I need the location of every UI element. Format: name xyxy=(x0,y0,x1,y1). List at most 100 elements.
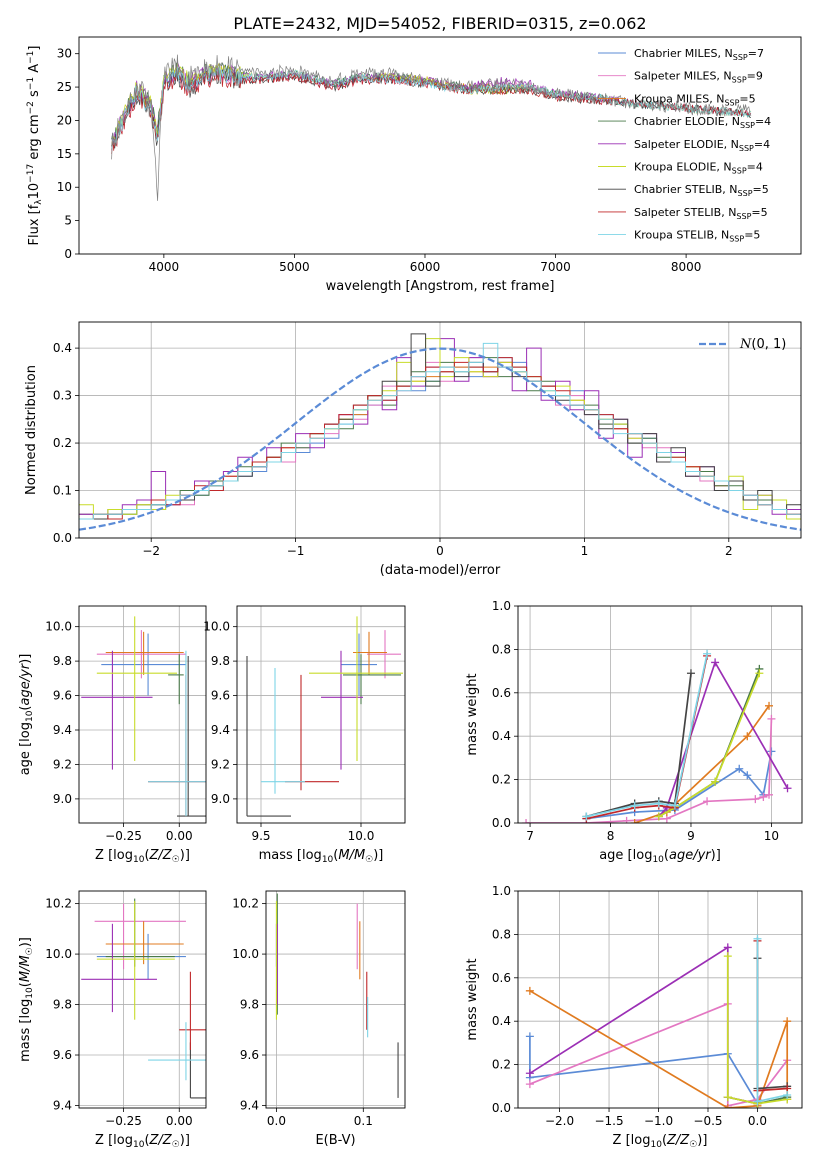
legend-text: Kroupa MILES, N xyxy=(634,92,724,105)
plot-area xyxy=(525,934,792,1108)
legend-subscript: SSP xyxy=(729,235,744,244)
legend-symbol: N xyxy=(739,337,752,352)
plot-area xyxy=(275,893,399,1098)
axes-frame xyxy=(517,605,803,824)
legend-subscript: SSP xyxy=(724,98,739,107)
y-axis-label: mass weight xyxy=(465,958,480,1040)
y-tick-label: 9.8 xyxy=(53,654,72,668)
panel-age_vs_mass: 9.5 10.0 9.0 9.2 9.4 9.6 9.8 10.0 mass [log10(M/… xyxy=(203,605,406,865)
x-tick-label: 8000 xyxy=(671,260,702,274)
axes-frame xyxy=(78,605,207,824)
data-point xyxy=(654,812,663,821)
spectrum-line xyxy=(111,66,752,150)
legend-tail: =7 xyxy=(748,47,764,60)
plot-area xyxy=(81,616,206,817)
y-tick-label: 20 xyxy=(57,113,72,127)
data-point xyxy=(767,714,776,723)
x-tick-label: −1.0 xyxy=(644,1114,673,1128)
data-point xyxy=(525,1032,534,1041)
mass-weight-line xyxy=(586,673,692,818)
panel-mass_weight_vs_age: 7 8 9 10 0.0 0.2 0.4 0.6 0.8 1.0 age [log10(age/yr… xyxy=(465,599,803,865)
y-axis-label: age [log10(age/yr)] xyxy=(18,654,35,776)
y-tick-label: 0.4 xyxy=(53,341,72,355)
y-axis-label: mass weight xyxy=(465,673,480,755)
y-tick-label: 10.0 xyxy=(45,620,72,634)
y-tick-label: 9.8 xyxy=(240,998,259,1012)
y-tick-label: 9.4 xyxy=(53,1098,72,1112)
mass-weight-line xyxy=(726,956,788,1105)
y-axis-label: Normed distribution xyxy=(24,365,39,495)
y-tick-label: 9.8 xyxy=(53,998,72,1012)
data-point xyxy=(711,658,720,667)
legend-entry: Chabrier ELODIE, NSSP=4 xyxy=(634,115,771,130)
plot-area xyxy=(522,649,792,823)
legend-entry: Salpeter MILES, NSSP=9 xyxy=(634,70,763,85)
y-tick-label: 15 xyxy=(57,147,72,161)
legend-text: Salpeter ELODIE, N xyxy=(634,138,739,151)
legend-subscript: SSP xyxy=(736,212,751,221)
data-point xyxy=(630,819,639,823)
y-tick-label: 9.4 xyxy=(211,723,230,737)
legend-tail: =5 xyxy=(739,92,755,105)
y-tick-label: 0.8 xyxy=(492,927,511,941)
legend-tail: =4 xyxy=(755,115,771,128)
axes-frame xyxy=(517,890,803,1109)
axes-frame xyxy=(78,321,802,539)
legend-text: Kroupa STELIB, N xyxy=(634,229,729,242)
y-tick-label: 9.8 xyxy=(211,654,230,668)
data-point xyxy=(753,1097,762,1106)
data-point xyxy=(686,669,695,678)
legend-subscript: SSP xyxy=(739,144,754,153)
legend-entry: Chabrier MILES, NSSP=7 xyxy=(634,47,764,62)
legend-text: Chabrier MILES, N xyxy=(634,47,733,60)
data-point xyxy=(753,934,762,943)
data-point xyxy=(723,1093,732,1102)
legend-subscript: SSP xyxy=(738,189,753,198)
legend-entry: Kroupa ELODIE, NSSP=4 xyxy=(634,161,763,176)
x-tick-label: 0.0 xyxy=(267,1114,286,1128)
x-axis-label: E(B-V) xyxy=(315,1133,355,1148)
plot-area xyxy=(81,898,206,1099)
y-tick-label: 0.2 xyxy=(492,773,511,787)
y-tick-label: 9.2 xyxy=(53,757,72,771)
x-tick-label: 5000 xyxy=(279,260,310,274)
data-point xyxy=(622,816,631,823)
plot-area xyxy=(79,333,801,538)
y-tick-label: 0.4 xyxy=(492,1014,511,1028)
panel-spectrum: 4000 5000 6000 7000 8000 0 5 10 15 20 25 30 waveleng… xyxy=(26,36,802,294)
data-point xyxy=(630,801,639,810)
x-axis-label: Z [log10(Z/Z☉)] xyxy=(95,1133,190,1150)
mass-weight-line xyxy=(658,668,761,818)
panel-residual_histogram: −2 −1 0 1 2 0.0 0.1 0.2 0.3 0.4 (data-model)/error… xyxy=(24,321,802,578)
legend-tail: =5 xyxy=(744,229,760,242)
data-point xyxy=(723,1104,732,1108)
x-tick-label: 2 xyxy=(725,544,733,558)
data-point xyxy=(654,799,663,808)
x-tick-label: 10.0 xyxy=(348,829,375,843)
legend-text: Salpeter STELIB, N xyxy=(634,206,736,219)
y-tick-label: 10.2 xyxy=(45,897,72,911)
y-tick-label: 0 xyxy=(64,247,72,261)
plot-area xyxy=(111,54,752,201)
x-tick-label: 8 xyxy=(607,829,615,843)
y-tick-label: 9.6 xyxy=(53,689,72,703)
legend-text: Chabrier ELODIE, N xyxy=(634,115,740,128)
x-tick-label: 0.00 xyxy=(166,829,193,843)
y-axis-label: mass [log10(M/M☉)] xyxy=(18,937,35,1062)
legend-args: (0, 1) xyxy=(751,337,786,352)
legend-entry: Kroupa MILES, NSSP=5 xyxy=(634,92,756,107)
x-tick-label: −2.0 xyxy=(545,1114,574,1128)
y-tick-label: 9.6 xyxy=(53,1048,72,1062)
y-tick-label: 10.0 xyxy=(45,947,72,961)
data-point xyxy=(759,792,768,801)
legend-tail: =4 xyxy=(747,161,763,174)
data-point xyxy=(751,795,760,804)
panel-mass_weight_vs_Z: −2.0 −1.5 −1.0 −0.5 0.0 0.0 0.2 0.4 0.6 0.8 1.0 Z [… xyxy=(465,884,803,1150)
axes-frame xyxy=(236,605,406,824)
y-tick-label: 10.2 xyxy=(232,897,259,911)
x-tick-label: 10 xyxy=(764,829,779,843)
data-point xyxy=(743,732,752,741)
panel-age_vs_Z: −0.25 0.00 9.0 9.2 9.4 9.6 9.8 10.0 Z [log10(Z/Z… xyxy=(18,605,207,865)
axes-frame xyxy=(265,890,406,1109)
